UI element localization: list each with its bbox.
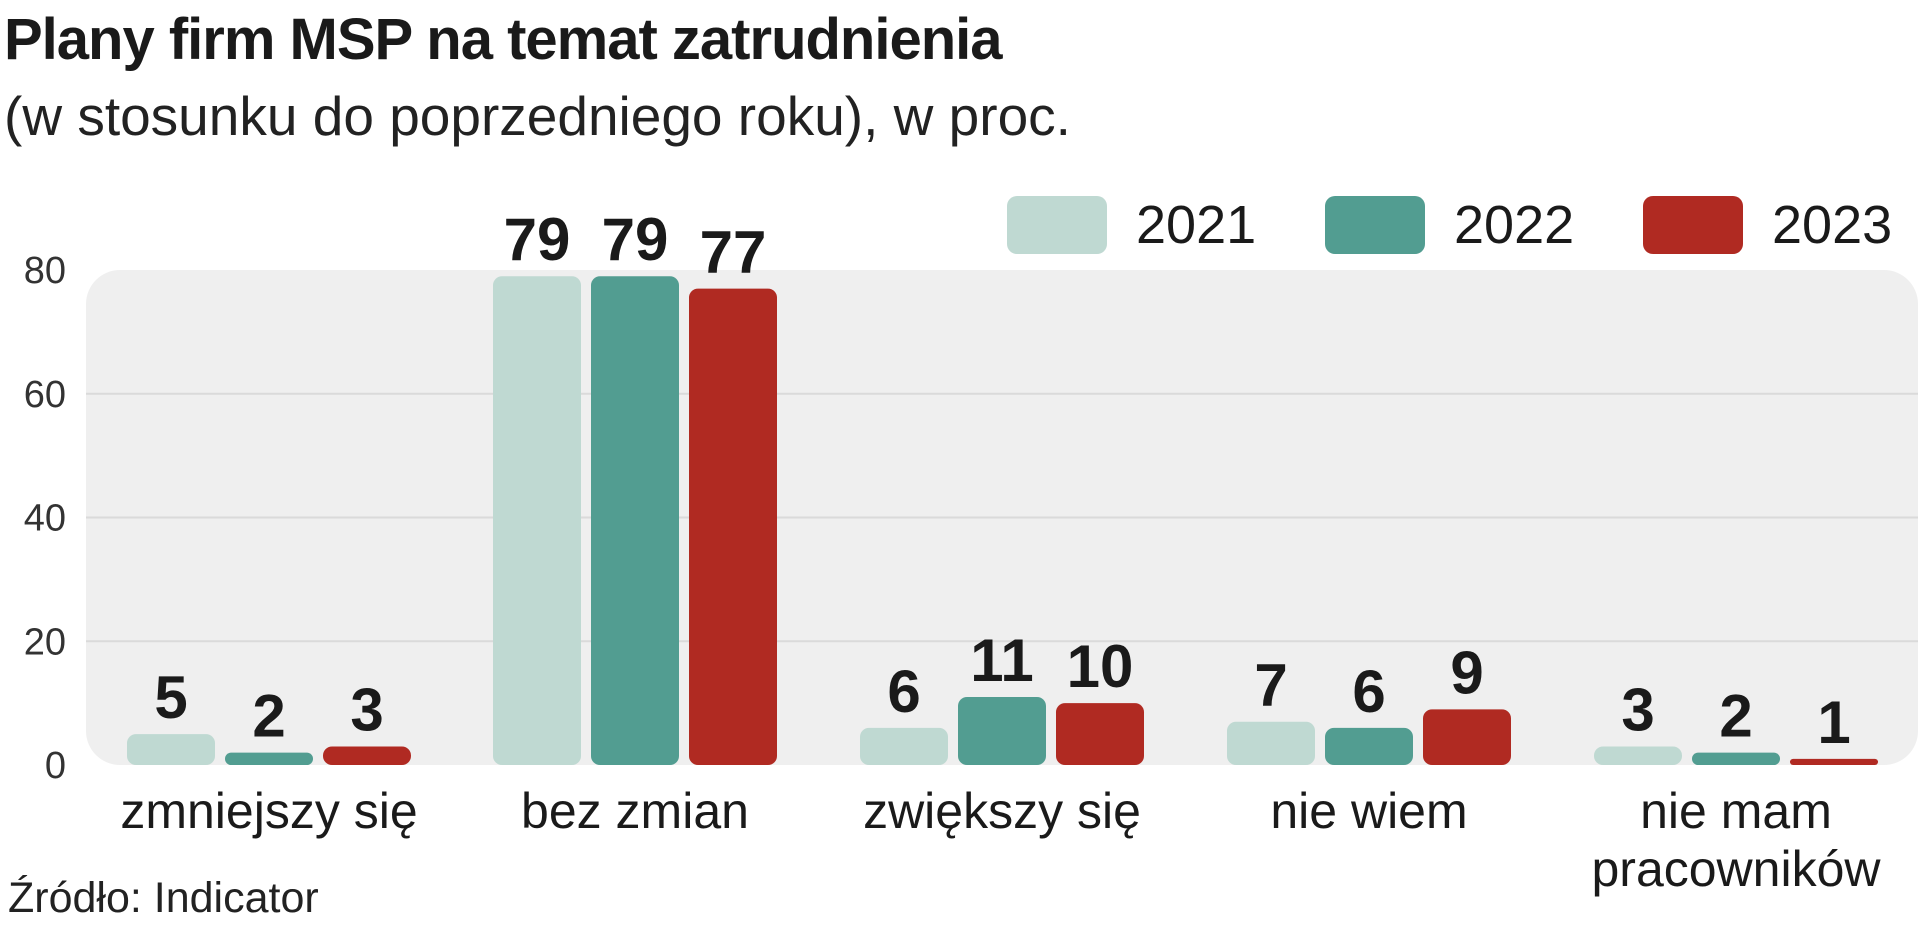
bar-2023-3 [1056, 703, 1144, 765]
category-label: bez zmian [521, 783, 749, 839]
legend-swatch-2022 [1325, 196, 1425, 254]
bar-2022-4 [1325, 727, 1413, 765]
bar-2021-2 [493, 276, 581, 765]
bar-2022-5 [1692, 752, 1780, 765]
value-label: 11 [970, 627, 1033, 694]
y-tick-label: 80 [24, 250, 66, 292]
value-label: 2 [252, 683, 285, 750]
value-label: 77 [700, 219, 767, 286]
y-tick-label: 60 [24, 374, 66, 416]
chart-title: Plany firm MSP na temat zatrudnienia [4, 7, 1003, 72]
category-label: zmniejszy się [120, 783, 417, 839]
category-label: zwiększy się [863, 783, 1141, 839]
bar-2022-1 [225, 752, 313, 765]
bar-2023-1 [323, 746, 411, 765]
value-label: 79 [602, 206, 669, 273]
bar-2021-5 [1594, 746, 1682, 765]
value-label: 1 [1817, 689, 1850, 756]
legend-swatch-2023 [1643, 196, 1743, 254]
value-label: 5 [154, 664, 187, 731]
value-label: 9 [1450, 639, 1483, 706]
bar-2023-4 [1423, 709, 1511, 765]
legend-label-2021: 2021 [1136, 195, 1256, 255]
chart-subtitle: (w stosunku do poprzedniego roku), w pro… [4, 85, 1071, 147]
value-label: 10 [1067, 633, 1134, 700]
bar-2021-3 [860, 727, 948, 765]
category-label: nie wiem [1270, 783, 1467, 839]
value-label: 3 [1621, 676, 1654, 743]
bar-2021-4 [1227, 721, 1315, 765]
y-tick-label: 40 [24, 498, 66, 540]
legend-swatch-2021 [1007, 196, 1107, 254]
bar-2021-1 [127, 734, 215, 765]
bar-2022-3 [958, 696, 1046, 765]
value-label: 6 [887, 658, 920, 725]
category-label: pracowników [1591, 841, 1881, 897]
bar-2023-5 [1790, 758, 1878, 765]
value-label: 3 [350, 676, 383, 743]
y-tick-label: 20 [24, 621, 66, 663]
bar-2022-2 [591, 276, 679, 765]
y-tick-label: 0 [45, 745, 66, 787]
value-label: 2 [1719, 683, 1752, 750]
legend-label-2023: 2023 [1772, 195, 1892, 255]
legend-label-2022: 2022 [1454, 195, 1574, 255]
bar-2023-2 [689, 288, 777, 765]
value-label: 79 [504, 206, 571, 273]
value-label: 6 [1352, 658, 1385, 725]
value-label: 7 [1254, 652, 1287, 719]
source-note: Źródło: Indicator [8, 874, 319, 922]
category-label: nie mam [1640, 783, 1832, 839]
